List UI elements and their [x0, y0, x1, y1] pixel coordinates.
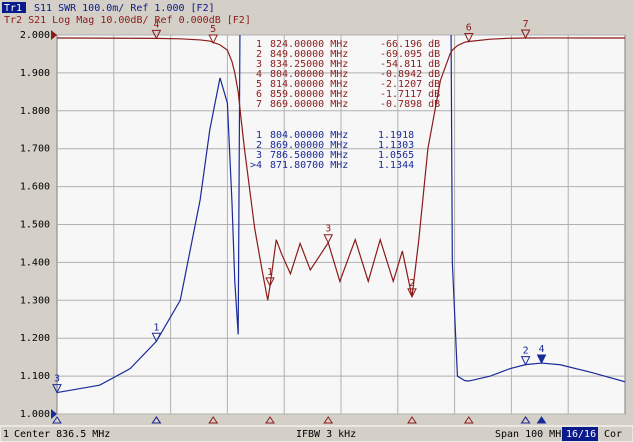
marker-label: 6 — [466, 22, 472, 33]
table-value: -69.095 dB — [380, 49, 440, 60]
table-id: 7 — [256, 99, 262, 110]
table-value: 1.0565 — [378, 150, 414, 161]
table-id: 1 — [256, 39, 262, 50]
y-tick-label: 1.800 — [20, 106, 50, 117]
marker-label: 3 — [54, 374, 60, 385]
table-value: -1.7117 dB — [380, 89, 440, 100]
marker-label: 1 — [267, 267, 273, 278]
footer-count: 16/16 — [566, 429, 596, 440]
table-freq: 824.00000 MHz — [270, 39, 348, 50]
tr1-label: S11 SWR 100.0m/ Ref 1.000 [F2] — [34, 3, 215, 14]
marker-axis-tick — [52, 416, 62, 424]
table-freq: 814.00000 MHz — [270, 79, 348, 90]
table-id: 1 — [256, 130, 262, 141]
table-id: 2 — [256, 49, 262, 60]
marker-label: 5 — [210, 24, 216, 35]
marker — [151, 29, 162, 40]
y-tick-label: 1.000 — [20, 409, 50, 420]
footer-span: Span 100 MHz — [495, 429, 567, 440]
y-tick-label: 1.600 — [20, 182, 50, 193]
table-value: 1.1344 — [378, 160, 414, 171]
marker — [323, 234, 334, 244]
table-freq: 869.00000 MHz — [270, 140, 348, 151]
footer-bar — [0, 425, 633, 442]
table-id: 3 — [256, 150, 262, 161]
table-id: 2 — [256, 140, 262, 151]
marker — [520, 29, 531, 40]
table-value: 1.1303 — [378, 140, 414, 151]
marker-axis-tick — [407, 416, 417, 424]
table-value: -66.196 dB — [380, 39, 440, 50]
marker-axis-tick — [520, 416, 531, 424]
table-value: -54.811 dB — [380, 59, 440, 70]
tr2-label: Tr2 S21 Log Mag 10.00dB/ Ref 0.000dB [F2… — [4, 15, 251, 26]
marker-axis-tick — [265, 416, 275, 424]
marker-axis-tick — [208, 416, 219, 424]
y-tick-label: 2.000 — [20, 30, 50, 41]
table-freq: 786.50000 MHz — [270, 150, 348, 161]
footer-count-bg — [562, 427, 598, 441]
y-tick-label: 1.300 — [20, 295, 50, 306]
ref-marker-tr1 — [51, 409, 57, 419]
table-id: 4 — [256, 69, 262, 80]
marker-axis-tick — [536, 416, 547, 424]
ref-marker-tr2 — [51, 30, 57, 40]
y-tick-label: 1.500 — [20, 220, 50, 231]
table-freq: 804.00000 MHz — [270, 130, 348, 141]
marker — [265, 277, 275, 288]
marker — [463, 32, 474, 43]
tr1-tag-bg — [2, 2, 26, 13]
table-value: -2.1207 dB — [380, 79, 440, 90]
marker — [520, 356, 531, 366]
marker-axis-tick — [151, 416, 162, 424]
tr1-tag: Tr1 — [4, 3, 22, 14]
table-value: 1.1918 — [378, 130, 414, 141]
marker — [151, 332, 162, 343]
table-id: 3 — [256, 59, 262, 70]
table-value: -0.8942 dB — [380, 69, 440, 80]
marker-label: 7 — [523, 19, 529, 30]
table-value: -0.7898 dB — [380, 99, 440, 110]
y-tick-label: 1.700 — [20, 144, 50, 155]
table-freq: 871.80700 MHz — [270, 160, 348, 171]
table-freq: 849.00000 MHz — [270, 49, 348, 60]
y-tick-label: 1.200 — [20, 333, 50, 344]
marker — [536, 354, 547, 365]
marker-axis-tick — [323, 416, 334, 424]
y-tick-label: 1.900 — [20, 68, 50, 79]
marker-label: 4 — [153, 19, 159, 30]
table-freq: 834.25000 MHz — [270, 59, 348, 70]
y-tick-label: 1.400 — [20, 257, 50, 268]
table-id: 5 — [256, 79, 262, 90]
marker-label: 2 — [409, 278, 415, 289]
marker — [208, 34, 219, 45]
marker-label: 2 — [523, 346, 529, 357]
table-freq: 859.00000 MHz — [270, 89, 348, 100]
table-id: 6 — [256, 89, 262, 100]
trace-line — [57, 37, 625, 301]
marker — [407, 288, 417, 298]
traces — [57, 35, 625, 394]
table-id: >4 — [250, 160, 262, 171]
footer-center: Center 836.5 MHz — [14, 429, 110, 440]
trace-line — [57, 35, 625, 394]
marker-label: 1 — [153, 322, 159, 333]
table-freq: 804.00000 MHz — [270, 69, 348, 80]
footer-channel: 1 — [3, 429, 9, 440]
table-freq: 869.00000 MHz — [270, 99, 348, 110]
y-tick-label: 1.100 — [20, 371, 50, 382]
marker-label: 3 — [325, 224, 331, 235]
footer-cor: Cor — [604, 429, 622, 440]
marker-label: 4 — [539, 344, 545, 355]
marker-axis-tick — [463, 416, 474, 424]
marker — [52, 384, 62, 394]
footer-ifbw: IFBW 3 kHz — [296, 429, 356, 440]
